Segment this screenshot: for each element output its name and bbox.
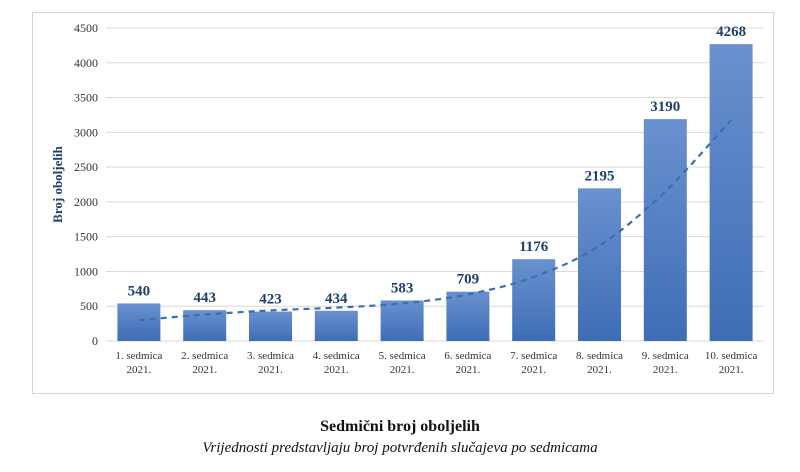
chart-title: Sedmični broj oboljelih — [320, 418, 480, 435]
bar — [249, 311, 292, 341]
y-tick-label: 0 — [92, 334, 98, 348]
chart-subtitle: Vrijednosti predstavljaju broj potvrđeni… — [202, 440, 598, 456]
x-tick-label: 8. sedmica — [576, 350, 623, 362]
y-tick-label: 500 — [80, 299, 98, 313]
x-tick-label: 2021. — [258, 364, 283, 376]
y-tick-label: 2000 — [74, 195, 98, 209]
data-label: 1176 — [519, 239, 549, 255]
y-axis-label: Broj oboljelih — [50, 145, 65, 222]
x-tick-label: 2021. — [390, 364, 415, 376]
bars — [117, 44, 753, 342]
bar — [512, 259, 556, 341]
y-tick-label: 3000 — [74, 125, 98, 139]
x-axis-categories: 1. sedmica 2021. 2. sedmica 2021. 3. sedmica… — [115, 350, 757, 376]
bar — [183, 310, 227, 341]
data-label: 3190 — [650, 99, 680, 115]
data-label: 709 — [457, 272, 480, 288]
x-tick-label: 2021. — [653, 364, 678, 376]
trend-line — [138, 119, 732, 322]
x-tick-label: 2021. — [719, 364, 744, 376]
bar — [117, 303, 161, 341]
data-label: 4268 — [716, 24, 746, 40]
data-label: 583 — [391, 280, 414, 296]
x-tick-label: 9. sedmica — [642, 350, 689, 362]
data-label: 2195 — [585, 168, 615, 184]
bar — [446, 291, 490, 341]
data-label: 434 — [325, 291, 348, 307]
bar — [709, 44, 753, 341]
y-tick-label: 4500 — [74, 21, 98, 35]
x-tick-label: 2021. — [192, 364, 217, 376]
x-tick-label: 2021. — [521, 364, 546, 376]
x-tick-label: 2021. — [127, 364, 152, 376]
data-labels: 540 443 423 434 583 709 1176 2195 3190 4268 — [128, 24, 746, 307]
y-axis-ticks: 0 500 1000 1500 2000 2500 3000 3500 4000 4500 — [74, 21, 98, 348]
y-tick-label: 4000 — [74, 56, 98, 70]
data-label: 423 — [259, 292, 282, 308]
y-tick-label: 2500 — [74, 160, 98, 174]
x-tick-label: 2021. — [324, 364, 349, 376]
bar — [578, 188, 621, 341]
x-tick-label: 3. sedmica — [247, 350, 294, 362]
x-tick-label: 2. sedmica — [181, 350, 228, 362]
y-tick-label: 3500 — [74, 91, 98, 105]
x-tick-label: 1. sedmica — [115, 350, 162, 362]
y-tick-label: 1500 — [74, 230, 98, 244]
y-tick-label: 1000 — [74, 264, 98, 278]
x-tick-label: 7. sedmica — [510, 350, 557, 362]
data-label: 443 — [193, 290, 216, 306]
x-tick-label: 4. sedmica — [313, 350, 360, 362]
x-tick-label: 6. sedmica — [444, 350, 491, 362]
bar-chart: 0 500 1000 1500 2000 2500 3000 3500 4000 4500 Bro… — [50, 21, 764, 376]
x-tick-label: 5. sedmica — [379, 350, 426, 362]
x-tick-label: 2021. — [587, 364, 612, 376]
bar — [380, 300, 424, 341]
bar — [314, 310, 358, 341]
x-tick-label: 2021. — [456, 364, 481, 376]
bar — [643, 119, 687, 342]
data-label: 540 — [128, 283, 151, 299]
x-tick-label: 10. sedmica — [705, 350, 758, 362]
